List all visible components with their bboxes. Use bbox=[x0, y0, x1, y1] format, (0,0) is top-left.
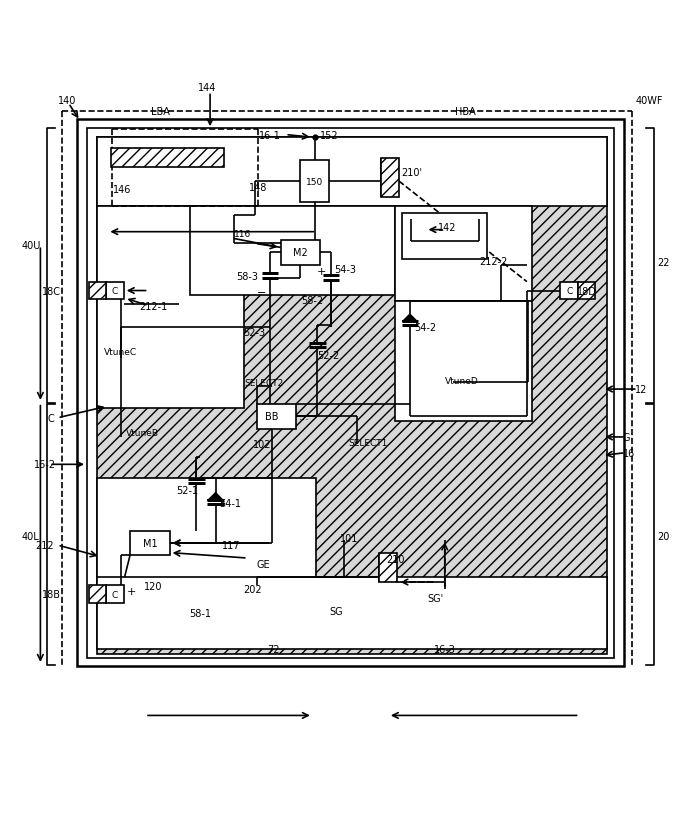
Text: +: + bbox=[317, 267, 326, 277]
Text: −: − bbox=[257, 288, 266, 298]
Text: 12: 12 bbox=[635, 385, 647, 394]
Bar bbox=[561, 282, 578, 300]
Text: 52-2: 52-2 bbox=[317, 351, 340, 361]
Text: SELECT1: SELECT1 bbox=[348, 438, 387, 447]
Bar bbox=[190, 207, 395, 295]
Text: 140: 140 bbox=[58, 96, 76, 106]
Text: G: G bbox=[622, 433, 630, 442]
Text: 117: 117 bbox=[223, 540, 241, 551]
Text: 54-1: 54-1 bbox=[219, 499, 241, 509]
Text: 120: 120 bbox=[144, 581, 162, 591]
Polygon shape bbox=[207, 492, 224, 500]
Text: 150: 150 bbox=[306, 177, 324, 186]
Text: 18C: 18C bbox=[42, 286, 61, 296]
Bar bbox=[111, 149, 224, 168]
Text: 16-3: 16-3 bbox=[433, 644, 455, 654]
Bar bbox=[87, 128, 613, 658]
Text: 152: 152 bbox=[319, 131, 338, 141]
Text: SG: SG bbox=[330, 607, 344, 617]
Text: 212-1: 212-1 bbox=[139, 301, 168, 311]
Text: 101: 101 bbox=[340, 533, 359, 543]
Text: +: + bbox=[126, 586, 136, 596]
Bar bbox=[578, 282, 596, 300]
Text: 58-1: 58-1 bbox=[190, 609, 212, 619]
Bar bbox=[395, 207, 532, 302]
Text: C: C bbox=[112, 287, 118, 296]
Bar bbox=[97, 577, 607, 649]
Text: 210: 210 bbox=[386, 554, 405, 564]
Text: 146: 146 bbox=[113, 184, 131, 194]
Text: 40WF: 40WF bbox=[635, 96, 663, 106]
Bar bbox=[106, 586, 124, 604]
Text: 54-2: 54-2 bbox=[415, 323, 437, 333]
Bar bbox=[300, 160, 329, 203]
Text: 18D: 18D bbox=[577, 286, 597, 296]
Text: 52-1: 52-1 bbox=[176, 485, 198, 495]
Text: 212: 212 bbox=[36, 540, 54, 551]
Text: ...: ... bbox=[299, 412, 310, 422]
Bar bbox=[379, 553, 397, 582]
Text: 148: 148 bbox=[249, 183, 267, 193]
Text: C: C bbox=[112, 590, 118, 599]
Text: 20: 20 bbox=[657, 532, 669, 542]
Text: VtuneB: VtuneB bbox=[126, 428, 159, 437]
Bar bbox=[97, 138, 607, 207]
Text: 116: 116 bbox=[234, 230, 251, 239]
Text: VtuneD: VtuneD bbox=[444, 377, 479, 386]
Text: 52-3: 52-3 bbox=[243, 327, 265, 338]
Text: 144: 144 bbox=[199, 84, 217, 93]
Text: 142: 142 bbox=[438, 222, 456, 232]
Bar bbox=[97, 479, 316, 585]
Text: M2: M2 bbox=[293, 248, 308, 258]
Bar bbox=[395, 302, 532, 422]
Text: 22: 22 bbox=[657, 258, 669, 268]
Text: HBA: HBA bbox=[455, 107, 476, 117]
Text: 16: 16 bbox=[622, 448, 635, 458]
Text: 72: 72 bbox=[267, 644, 280, 654]
Text: VtuneC: VtuneC bbox=[104, 347, 137, 356]
Text: C: C bbox=[566, 287, 572, 296]
Text: 58-3: 58-3 bbox=[236, 272, 258, 282]
Bar bbox=[106, 282, 124, 300]
Text: 210': 210' bbox=[402, 168, 423, 178]
Bar bbox=[402, 213, 487, 260]
Bar bbox=[381, 159, 399, 198]
Text: 40L: 40L bbox=[22, 532, 40, 542]
Text: GE: GE bbox=[257, 559, 270, 569]
Text: SELECT2: SELECT2 bbox=[245, 378, 284, 387]
Polygon shape bbox=[402, 313, 418, 322]
Text: 16-1: 16-1 bbox=[259, 131, 280, 141]
Bar bbox=[97, 138, 607, 654]
Bar bbox=[89, 282, 106, 300]
Text: 18B: 18B bbox=[42, 590, 61, 600]
Bar bbox=[280, 241, 320, 265]
Bar bbox=[130, 531, 170, 556]
Text: BB: BB bbox=[265, 412, 278, 422]
Text: 212-2: 212-2 bbox=[479, 257, 508, 267]
Text: 202: 202 bbox=[243, 584, 262, 594]
Text: LBA: LBA bbox=[150, 107, 170, 117]
Bar bbox=[77, 120, 624, 667]
Text: 40U: 40U bbox=[22, 241, 41, 251]
Text: SG': SG' bbox=[428, 593, 444, 603]
Bar bbox=[97, 207, 245, 408]
Text: 16-2: 16-2 bbox=[34, 460, 56, 470]
Text: 58-2: 58-2 bbox=[301, 296, 323, 306]
Bar bbox=[257, 404, 296, 429]
Bar bbox=[89, 586, 106, 604]
Text: M1: M1 bbox=[143, 538, 157, 548]
Text: C: C bbox=[47, 414, 54, 423]
Text: 102: 102 bbox=[254, 439, 271, 449]
Text: 54-3: 54-3 bbox=[335, 265, 357, 275]
